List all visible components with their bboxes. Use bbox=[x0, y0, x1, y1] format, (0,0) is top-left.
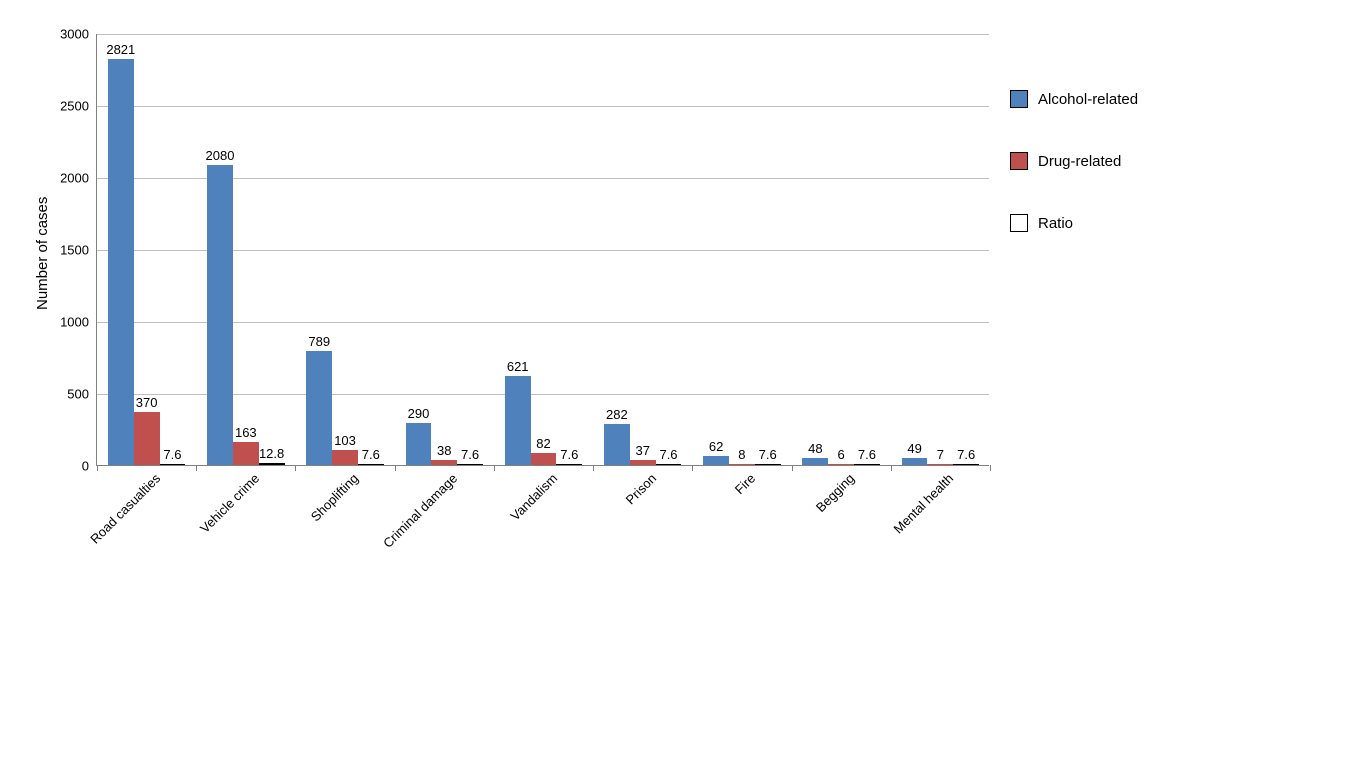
legend-item: Ratio bbox=[1010, 214, 1138, 232]
bar: 7.6 bbox=[953, 464, 979, 465]
legend-swatch bbox=[1010, 214, 1028, 232]
bar-value-label: 7.6 bbox=[659, 447, 677, 464]
bar-value-label: 103 bbox=[334, 433, 356, 450]
x-tick-label: Shoplifting bbox=[302, 465, 361, 524]
bar: 12.8 bbox=[259, 463, 285, 465]
x-tick bbox=[692, 465, 693, 471]
y-tick-label: 2000 bbox=[60, 171, 97, 186]
x-tick bbox=[395, 465, 396, 471]
legend-label: Alcohol-related bbox=[1038, 91, 1138, 108]
bar: 82 bbox=[531, 453, 557, 465]
y-tick-label: 3000 bbox=[60, 27, 97, 42]
x-tick-label: Mental health bbox=[885, 465, 956, 536]
grid-line bbox=[97, 34, 989, 35]
bar-value-label: 7.6 bbox=[957, 447, 975, 464]
bar-value-label: 82 bbox=[536, 436, 550, 453]
bar-value-label: 7.6 bbox=[759, 447, 777, 464]
bar-value-label: 12.8 bbox=[259, 446, 284, 463]
y-tick-label: 1500 bbox=[60, 243, 97, 258]
bar: 7 bbox=[927, 464, 953, 465]
bar: 49 bbox=[902, 458, 928, 465]
x-tick bbox=[494, 465, 495, 471]
bar-value-label: 621 bbox=[507, 359, 529, 376]
y-axis-title: Number of cases bbox=[34, 197, 51, 310]
bar-value-label: 38 bbox=[437, 443, 451, 460]
x-tick bbox=[891, 465, 892, 471]
bar: 62 bbox=[703, 456, 729, 465]
bar-value-label: 6 bbox=[838, 447, 845, 464]
legend-label: Ratio bbox=[1038, 215, 1073, 232]
x-tick-label: Fire bbox=[726, 465, 758, 497]
bar: 48 bbox=[802, 458, 828, 465]
bar: 8 bbox=[729, 464, 755, 465]
x-tick-label: Vandalism bbox=[501, 465, 560, 524]
bar: 7.6 bbox=[755, 464, 781, 465]
plot-area: 050010001500200025003000Road casualties2… bbox=[96, 34, 989, 466]
bar-value-label: 62 bbox=[709, 439, 723, 456]
bar: 370 bbox=[134, 412, 160, 465]
bar: 163 bbox=[233, 442, 259, 465]
bar: 7.6 bbox=[854, 464, 880, 465]
bar: 38 bbox=[431, 460, 457, 465]
grid-line bbox=[97, 106, 989, 107]
x-tick-label: Vehicle crime bbox=[191, 465, 262, 536]
y-tick-label: 1000 bbox=[60, 315, 97, 330]
bar-value-label: 290 bbox=[408, 406, 430, 423]
bar-value-label: 2821 bbox=[106, 42, 135, 59]
legend: Alcohol-related Drug-related Ratio bbox=[1010, 90, 1138, 276]
legend-swatch bbox=[1010, 152, 1028, 170]
bar: 7.6 bbox=[358, 464, 384, 465]
x-tick bbox=[792, 465, 793, 471]
y-tick-label: 0 bbox=[82, 459, 97, 474]
legend-item: Alcohol-related bbox=[1010, 90, 1138, 108]
bar: 7.6 bbox=[656, 464, 682, 465]
x-tick-label: Begging bbox=[807, 465, 857, 515]
y-tick-label: 2500 bbox=[60, 99, 97, 114]
bar-value-label: 2080 bbox=[206, 148, 235, 165]
bar: 282 bbox=[604, 424, 630, 465]
bar: 621 bbox=[505, 376, 531, 465]
bar-value-label: 37 bbox=[635, 443, 649, 460]
x-tick bbox=[196, 465, 197, 471]
bar-value-label: 7.6 bbox=[362, 447, 380, 464]
chart-container: 050010001500200025003000Road casualties2… bbox=[0, 0, 1367, 760]
bar: 37 bbox=[630, 460, 656, 465]
bar-value-label: 8 bbox=[738, 447, 745, 464]
legend-item: Drug-related bbox=[1010, 152, 1138, 170]
bar: 7.6 bbox=[556, 464, 582, 465]
bar-value-label: 370 bbox=[136, 395, 158, 412]
bar: 6 bbox=[828, 464, 854, 465]
legend-swatch bbox=[1010, 90, 1028, 108]
bar: 7.6 bbox=[457, 464, 483, 465]
legend-label: Drug-related bbox=[1038, 153, 1121, 170]
x-tick bbox=[295, 465, 296, 471]
x-tick bbox=[97, 465, 98, 471]
bar-value-label: 163 bbox=[235, 425, 257, 442]
bar-value-label: 789 bbox=[308, 334, 330, 351]
bar-value-label: 282 bbox=[606, 407, 628, 424]
bar-value-label: 7.6 bbox=[461, 447, 479, 464]
x-tick bbox=[593, 465, 594, 471]
bar: 290 bbox=[406, 423, 432, 465]
bar-value-label: 7.6 bbox=[163, 447, 181, 464]
bar: 7.6 bbox=[160, 464, 186, 465]
bar: 2821 bbox=[108, 59, 134, 465]
bar: 103 bbox=[332, 450, 358, 465]
bar: 789 bbox=[306, 351, 332, 465]
x-tick bbox=[990, 465, 991, 471]
y-tick-label: 500 bbox=[67, 387, 97, 402]
bar: 2080 bbox=[207, 165, 233, 465]
x-tick-label: Criminal damage bbox=[375, 465, 461, 551]
x-tick-label: Road casualties bbox=[81, 465, 163, 547]
bar-value-label: 7.6 bbox=[560, 447, 578, 464]
bar-value-label: 48 bbox=[808, 441, 822, 458]
x-tick-label: Prison bbox=[617, 465, 659, 507]
bar-value-label: 7 bbox=[937, 447, 944, 464]
bar-value-label: 7.6 bbox=[858, 447, 876, 464]
bar-value-label: 49 bbox=[907, 441, 921, 458]
